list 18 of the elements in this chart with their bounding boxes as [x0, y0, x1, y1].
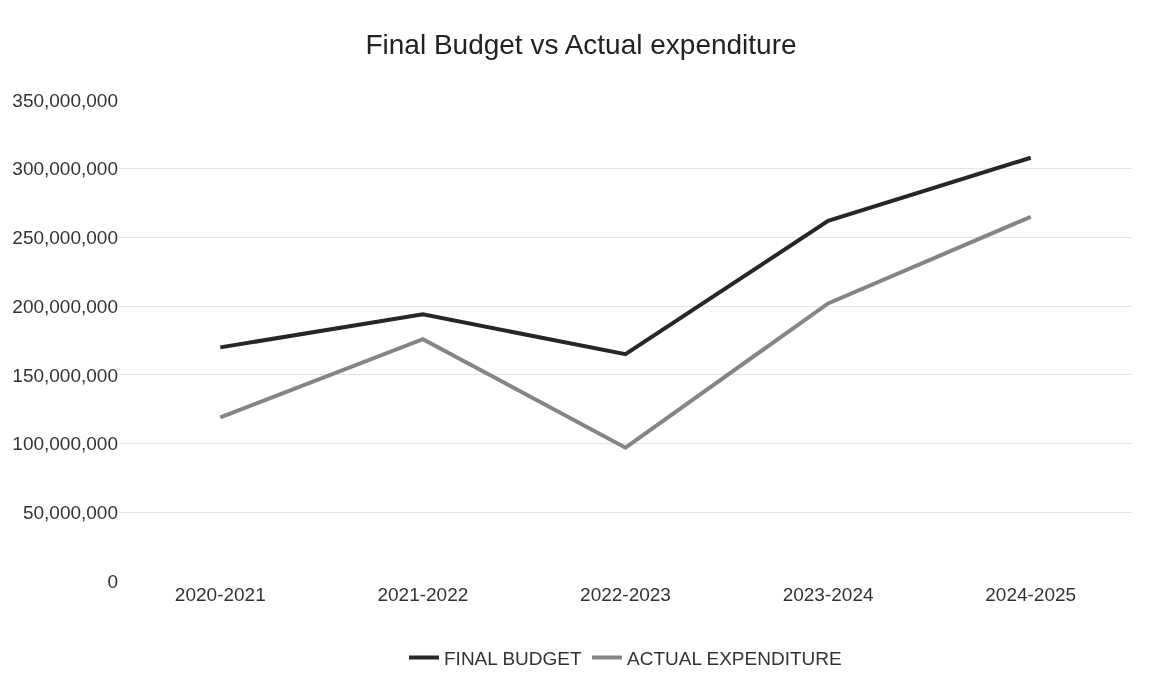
y-tick-label: 0 [107, 570, 118, 592]
y-tick-label: 200,000,000 [12, 295, 118, 317]
x-tick-label: 2023-2024 [782, 584, 874, 605]
x-tick-label: 2024-2025 [985, 584, 1077, 605]
y-tick-label: 250,000,000 [12, 227, 118, 249]
line-series [218, 155, 1033, 357]
x-tick-label: 2021-2022 [377, 584, 469, 605]
y-tick-label: 50,000,000 [22, 501, 118, 523]
y-tick-label: 350,000,000 [12, 89, 118, 111]
x-tick-label: 2022-2023 [580, 584, 671, 605]
line-series [218, 214, 1033, 450]
y-tick-label: 150,000,000 [12, 364, 118, 386]
y-tick-label: 100,000,000 [12, 433, 118, 455]
legend-label: FINAL BUDGET [444, 647, 582, 669]
legend-label: ACTUAL EXPENDITURE [626, 647, 842, 669]
chart-title: Final Budget vs Actual expenditure [365, 29, 797, 61]
y-tick-label: 300,000,000 [12, 158, 118, 180]
x-tick-label: 2020-2021 [174, 584, 266, 605]
